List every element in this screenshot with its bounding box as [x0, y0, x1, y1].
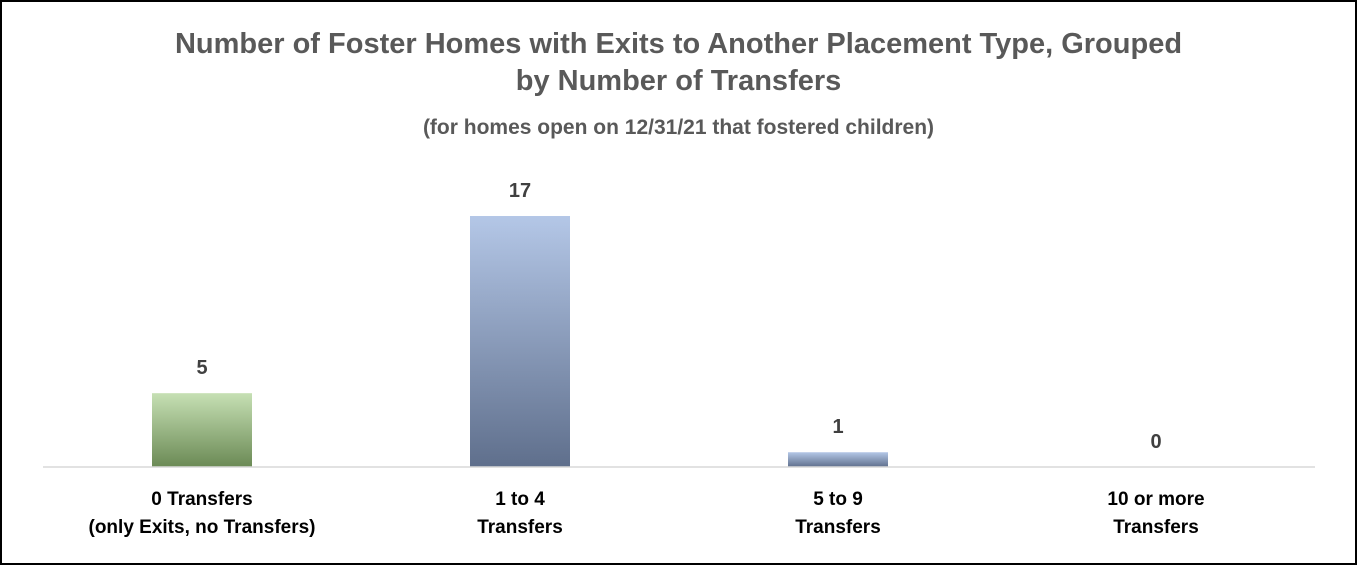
value-label-0: 5: [196, 357, 207, 379]
bars-group: [152, 216, 888, 467]
category-label-1-line-1: Transfers: [477, 517, 563, 538]
category-label-0-line-1: (only Exits, no Transfers): [89, 517, 316, 538]
category-label-0-line-0: 0 Transfers: [151, 489, 252, 510]
value-labels-group: 5 17 1 0: [196, 180, 1161, 453]
category-label-2-line-1: Transfers: [795, 517, 881, 538]
category-label-3-line-1: Transfers: [1113, 517, 1199, 538]
value-label-1: 17: [509, 180, 531, 202]
bar-1: [470, 216, 570, 467]
category-label-2-line-0: 5 to 9: [813, 489, 863, 510]
chart-subtitle: (for homes open on 12/31/21 that fostere…: [422, 116, 935, 139]
chart-title-line-1: Number of Foster Homes with Exits to Ano…: [174, 28, 1183, 60]
chart-title-line-2: by Number of Transfers: [515, 65, 842, 97]
value-label-3: 0: [1150, 431, 1161, 453]
bar-2: [788, 452, 888, 467]
value-label-2: 1: [832, 416, 843, 438]
category-label-3-line-0: 10 or more: [1107, 489, 1204, 510]
category-labels-group: 0 Transfers (only Exits, no Transfers) 1 t…: [89, 489, 1205, 538]
bar-0: [152, 393, 252, 467]
category-label-1-line-0: 1 to 4: [495, 489, 545, 510]
